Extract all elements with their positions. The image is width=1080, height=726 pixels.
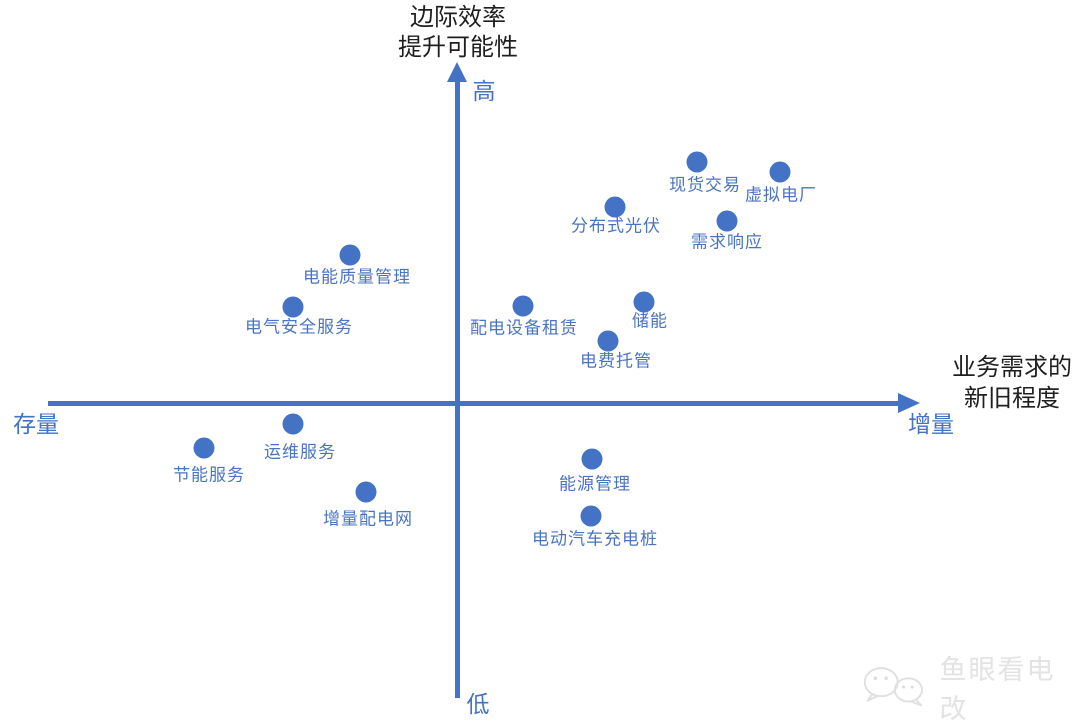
y-axis-title-line1: 边际效率: [410, 3, 506, 31]
data-point-label: 运维服务: [264, 442, 336, 463]
data-point-dot: [512, 295, 534, 317]
data-point-dot: [769, 161, 791, 183]
x-axis-title-line1: 业务需求的: [952, 353, 1072, 381]
x-axis-left-label: 存量: [13, 412, 59, 438]
data-point-dot: [355, 481, 377, 503]
data-point-dot: [282, 413, 304, 435]
data-point-dot: [604, 196, 626, 218]
y-axis-high-label: 高: [472, 79, 496, 105]
data-point-dot: [686, 151, 708, 173]
x-axis-line: [48, 401, 900, 406]
data-point-label: 节能服务: [173, 465, 245, 486]
data-point-dot: [633, 291, 655, 313]
x-axis-right-label: 增量: [908, 412, 954, 438]
data-point-label: 能源管理: [559, 474, 631, 495]
data-point-dot: [597, 330, 619, 352]
watermark: 鱼眼看电改: [858, 648, 1080, 726]
data-point-label: 增量配电网: [323, 509, 413, 530]
data-point-label: 现货交易: [669, 175, 741, 196]
wechat-icon: [863, 667, 923, 707]
y-axis-line: [455, 78, 460, 698]
data-point-label: 储能: [632, 311, 668, 332]
y-axis-low-label: 低: [466, 692, 490, 718]
x-axis-arrow-icon: [898, 393, 920, 413]
data-point-dot: [193, 437, 215, 459]
x-axis-title-line2: 新旧程度: [964, 384, 1060, 412]
data-point-label: 需求响应: [691, 232, 763, 253]
data-point-label: 虚拟电厂: [745, 185, 817, 206]
data-point-label: 配电设备租赁: [470, 318, 578, 339]
data-point-dot: [716, 210, 738, 232]
y-axis-title: 边际效率 提升可能性: [358, 2, 558, 62]
data-point-label: 电能质量管理: [303, 267, 411, 288]
data-point-label: 电气安全服务: [245, 317, 353, 338]
data-point-dot: [282, 296, 304, 318]
data-point-label: 电费托管: [580, 351, 652, 372]
data-point-dot: [339, 244, 361, 266]
watermark-text: 鱼眼看电改: [939, 655, 1056, 725]
data-point-dot: [580, 505, 602, 527]
y-axis-title-line2: 提升可能性: [398, 33, 518, 61]
y-axis-arrow-icon: [447, 62, 467, 82]
data-point-label: 电动汽车充电桩: [532, 529, 658, 550]
data-point-dot: [581, 448, 603, 470]
x-axis-title: 业务需求的 新旧程度: [938, 352, 1080, 414]
data-point-label: 分布式光伏: [571, 216, 661, 237]
